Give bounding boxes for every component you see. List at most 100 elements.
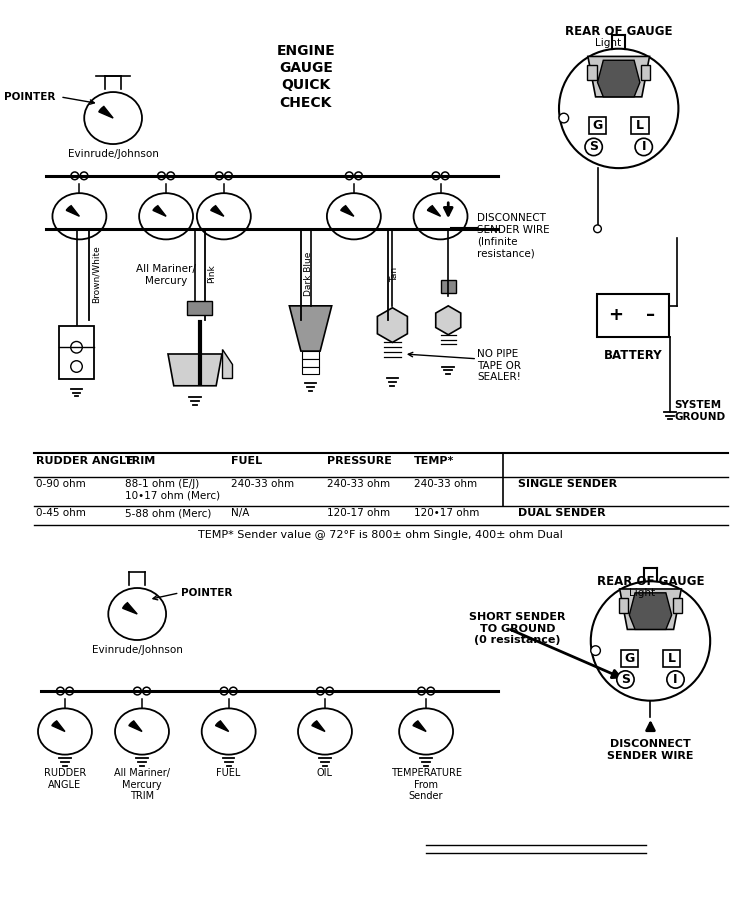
Text: REAR OF GAUGE: REAR OF GAUGE [597, 575, 704, 588]
Polygon shape [598, 60, 640, 97]
Text: S: S [621, 673, 630, 686]
Bar [587, 65, 597, 81]
Text: SINGLE SENDER: SINGLE SENDER [517, 479, 617, 489]
Text: 120-17 ohm: 120-17 ohm [327, 508, 390, 518]
Text: L: L [636, 119, 644, 132]
Text: TRIM: TRIM [124, 456, 156, 466]
Text: –: – [646, 307, 655, 324]
Polygon shape [289, 306, 332, 351]
Polygon shape [210, 206, 224, 216]
Text: I: I [642, 140, 646, 154]
Text: REAR OF GAUGE: REAR OF GAUGE [565, 25, 673, 38]
Bar [597, 294, 669, 337]
Polygon shape [629, 593, 672, 629]
Ellipse shape [327, 193, 381, 239]
Circle shape [594, 225, 601, 233]
Ellipse shape [139, 193, 193, 239]
Text: POINTER: POINTER [180, 588, 232, 598]
Bar [620, 649, 638, 667]
Text: All Mariner/
Mercury: All Mariner/ Mercury [136, 265, 196, 286]
Text: Evinrude/Johnson: Evinrude/Johnson [68, 149, 158, 158]
Ellipse shape [52, 193, 107, 239]
Text: 0-90 ohm: 0-90 ohm [36, 479, 86, 489]
Text: Dark Blue: Dark Blue [304, 252, 313, 296]
Bar [59, 326, 94, 379]
Text: 240-33 ohm: 240-33 ohm [230, 479, 294, 489]
Text: BATTERY: BATTERY [604, 349, 662, 362]
Text: SHORT SENDER
TO GROUND
(0 resistance): SHORT SENDER TO GROUND (0 resistance) [470, 612, 566, 645]
Text: RUDDER ANGLE: RUDDER ANGLE [36, 456, 134, 466]
Circle shape [591, 582, 710, 701]
Polygon shape [99, 106, 113, 118]
Text: +: + [609, 307, 623, 324]
Polygon shape [378, 308, 408, 343]
Polygon shape [129, 721, 142, 732]
Polygon shape [123, 603, 137, 614]
Text: TEMPERATURE
From
Sender: TEMPERATURE From Sender [391, 769, 461, 802]
Polygon shape [52, 721, 65, 732]
Circle shape [559, 114, 569, 123]
Bar [673, 597, 682, 613]
Bar [631, 117, 648, 135]
Ellipse shape [115, 708, 169, 755]
Bar [641, 65, 651, 81]
Text: Light: Light [629, 588, 656, 598]
Text: DISCONNECT
SENDER WIRE: DISCONNECT SENDER WIRE [607, 739, 694, 761]
Polygon shape [436, 306, 461, 334]
Ellipse shape [38, 708, 92, 755]
Ellipse shape [414, 193, 467, 239]
Polygon shape [153, 206, 166, 216]
Polygon shape [222, 349, 232, 378]
Text: 120•17 ohm: 120•17 ohm [414, 508, 479, 518]
Text: NO PIPE
TAPE OR
SEALER!: NO PIPE TAPE OR SEALER! [477, 349, 521, 382]
Polygon shape [413, 721, 426, 732]
Text: Pink: Pink [208, 265, 216, 283]
Text: 240-33 ohm: 240-33 ohm [327, 479, 390, 489]
Text: 240-33 ohm: 240-33 ohm [414, 479, 477, 489]
Ellipse shape [108, 588, 166, 640]
Text: SYSTEM
GROUND: SYSTEM GROUND [675, 400, 726, 422]
Text: Brown/White: Brown/White [92, 245, 101, 303]
Bar [302, 351, 319, 359]
Text: POINTER: POINTER [4, 92, 55, 102]
Text: PRESSURE: PRESSURE [327, 456, 392, 466]
Polygon shape [620, 589, 682, 629]
Polygon shape [216, 721, 229, 732]
Polygon shape [168, 354, 222, 386]
Bar [589, 117, 606, 135]
Text: DISCONNECT
SENDER WIRE
(Infinite
resistance): DISCONNECT SENDER WIRE (Infinite resista… [477, 213, 550, 258]
Polygon shape [588, 57, 649, 97]
Bar [302, 366, 319, 375]
Text: All Mariner/
Mercury
TRIM: All Mariner/ Mercury TRIM [114, 769, 170, 802]
Polygon shape [66, 206, 79, 216]
Text: RUDDER
ANGLE: RUDDER ANGLE [44, 769, 86, 790]
Circle shape [585, 138, 602, 156]
Text: Light: Light [595, 38, 620, 49]
Text: G: G [592, 119, 603, 132]
Ellipse shape [399, 708, 453, 755]
Circle shape [635, 138, 652, 156]
Text: TEMP*: TEMP* [414, 456, 454, 466]
Text: Tan: Tan [391, 267, 400, 281]
Polygon shape [312, 721, 325, 732]
Ellipse shape [197, 193, 251, 239]
Circle shape [617, 671, 634, 688]
Text: G: G [624, 652, 634, 665]
Circle shape [71, 361, 82, 372]
Bar [441, 280, 456, 293]
Text: I: I [673, 673, 678, 686]
Text: N/A: N/A [230, 508, 249, 518]
Polygon shape [428, 206, 441, 216]
Circle shape [667, 671, 684, 688]
Text: 0-45 ohm: 0-45 ohm [36, 508, 86, 518]
Text: TEMP* Sender value @ 72°F is 800± ohm Single, 400± ohm Dual: TEMP* Sender value @ 72°F is 800± ohm Si… [199, 530, 563, 540]
Ellipse shape [202, 708, 255, 755]
Text: L: L [668, 652, 676, 665]
Polygon shape [341, 206, 354, 216]
Text: FUEL: FUEL [230, 456, 262, 466]
Circle shape [559, 49, 679, 169]
Bar [663, 649, 680, 667]
Text: ENGINE
GAUGE
QUICK
CHECK: ENGINE GAUGE QUICK CHECK [276, 44, 335, 110]
Ellipse shape [298, 708, 352, 755]
Text: DUAL SENDER: DUAL SENDER [517, 508, 605, 518]
